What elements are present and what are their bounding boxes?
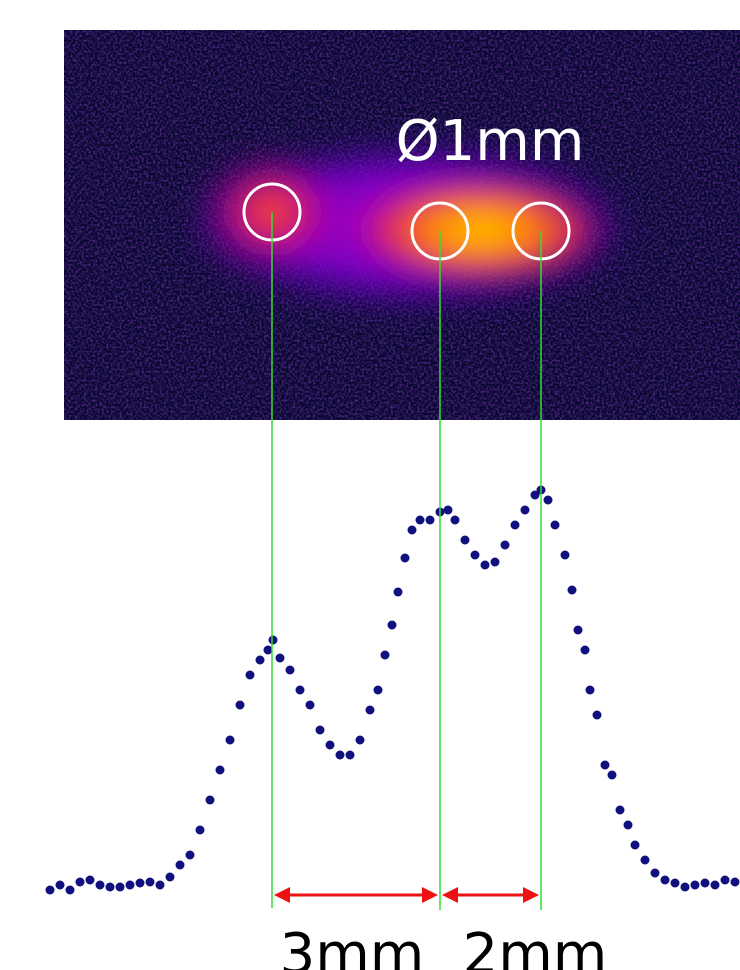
- data-point: [236, 701, 245, 710]
- data-point: [166, 873, 175, 882]
- data-point: [574, 626, 583, 635]
- data-point: [176, 861, 185, 870]
- data-point: [76, 878, 85, 887]
- data-point: [216, 766, 225, 775]
- distance-arrows: [274, 887, 539, 903]
- data-point: [521, 506, 530, 515]
- data-point: [186, 851, 195, 860]
- data-point: [701, 879, 710, 888]
- data-point: [256, 656, 265, 665]
- data-point: [269, 636, 278, 645]
- data-point: [451, 516, 460, 525]
- data-point: [408, 526, 417, 535]
- data-point: [631, 841, 640, 850]
- distance-label: 2mm: [463, 922, 608, 970]
- data-point: [264, 646, 273, 655]
- data-point: [346, 751, 355, 760]
- data-point: [126, 881, 135, 890]
- profile: [46, 486, 740, 895]
- data-point: [616, 806, 625, 815]
- data-point: [544, 496, 553, 505]
- data-point: [286, 666, 295, 675]
- diameter-label: Ø1mm: [396, 109, 585, 174]
- data-point: [624, 821, 633, 830]
- data-point: [136, 879, 145, 888]
- data-point: [471, 551, 480, 560]
- data-point: [206, 796, 215, 805]
- data-point: [46, 886, 55, 895]
- data-point: [146, 878, 155, 887]
- data-point: [551, 521, 560, 530]
- page: {"chart_data": {"type": "scatter", "anno…: [0, 0, 740, 970]
- data-point: [481, 561, 490, 570]
- data-point: [731, 878, 740, 887]
- data-point: [156, 881, 165, 890]
- data-point: [356, 736, 365, 745]
- data-point: [661, 876, 670, 885]
- data-point: [116, 883, 125, 892]
- data-point: [306, 701, 315, 710]
- data-point: [374, 686, 383, 695]
- data-point: [96, 881, 105, 890]
- data-point: [568, 586, 577, 595]
- figure: Ø1mm 3mm 2mm: [0, 0, 740, 970]
- data-point: [366, 706, 375, 715]
- data-point: [581, 646, 590, 655]
- data-point: [416, 516, 425, 525]
- data-point: [276, 654, 285, 663]
- data-point: [608, 771, 617, 780]
- data-point: [381, 651, 390, 660]
- data-point: [561, 551, 570, 560]
- distance-label: 3mm: [280, 922, 425, 970]
- data-point: [246, 671, 255, 680]
- data-point: [336, 751, 345, 760]
- data-point: [671, 879, 680, 888]
- data-point: [586, 686, 595, 695]
- data-point: [691, 881, 700, 890]
- data-point: [394, 588, 403, 597]
- beam-image: [64, 30, 740, 420]
- data-point: [66, 886, 75, 895]
- data-point: [593, 711, 602, 720]
- data-point: [601, 761, 610, 770]
- data-point: [651, 869, 660, 878]
- data-point: [426, 516, 435, 525]
- data-point: [501, 541, 510, 550]
- data-point: [296, 686, 305, 695]
- data-point: [86, 876, 95, 885]
- data-point: [721, 876, 730, 885]
- data-point: [444, 506, 453, 515]
- data-point: [401, 554, 410, 563]
- data-point: [491, 558, 500, 567]
- data-point: [56, 881, 65, 890]
- data-point: [226, 736, 235, 745]
- data-point: [326, 741, 335, 750]
- data-point: [711, 881, 720, 890]
- data-point: [461, 536, 470, 545]
- data-point: [106, 883, 115, 892]
- data-point: [196, 826, 205, 835]
- data-point: [316, 726, 325, 735]
- data-point: [511, 521, 520, 530]
- data-point: [681, 883, 690, 892]
- data-point: [388, 621, 397, 630]
- data-point: [641, 856, 650, 865]
